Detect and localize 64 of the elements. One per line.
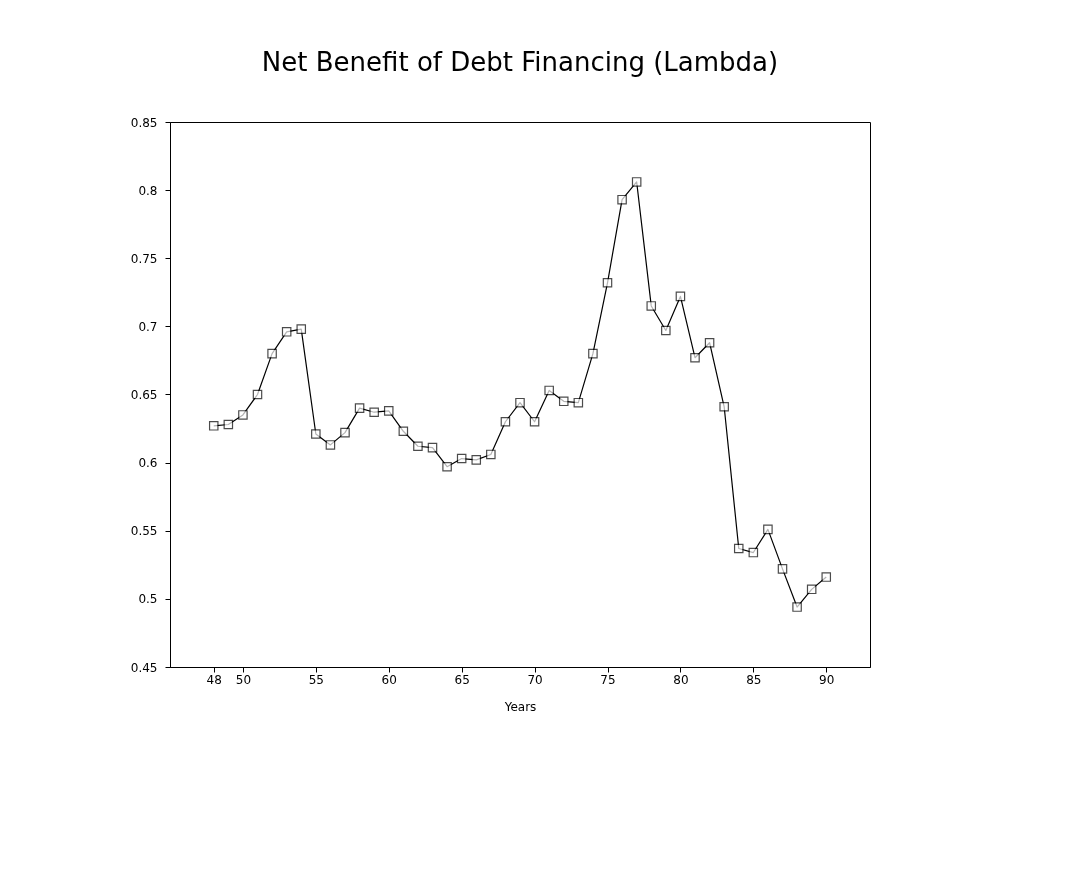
point — [340, 427, 350, 438]
point — [661, 325, 671, 336]
point — [486, 449, 496, 460]
point — [573, 397, 584, 408]
point — [413, 441, 423, 452]
point — [223, 419, 234, 430]
point — [515, 397, 525, 408]
y-tick-label: 0.7 — [138, 319, 158, 334]
point — [398, 426, 409, 437]
point — [442, 461, 452, 472]
point — [617, 194, 627, 205]
y-tick-label: 0.5 — [138, 592, 158, 607]
x-tick-label: 90 — [819, 672, 835, 687]
chart-title: Net Benefit of Debt Financing (Lambda) — [261, 47, 779, 77]
point — [208, 421, 219, 431]
point — [690, 352, 700, 363]
point — [558, 396, 569, 407]
point — [777, 564, 788, 574]
point — [383, 406, 394, 416]
point — [675, 291, 686, 302]
y-tick-label: 0.65 — [130, 388, 158, 402]
point — [748, 547, 759, 558]
point — [427, 442, 438, 453]
point — [588, 348, 598, 359]
y-tick-label: 0.45 — [130, 660, 158, 675]
point — [763, 524, 773, 535]
point — [325, 440, 336, 450]
point — [369, 407, 379, 417]
point — [471, 455, 482, 465]
x-tick-label: 55 — [308, 672, 324, 687]
point — [296, 324, 307, 334]
y-tick-label: 0.55 — [130, 524, 158, 539]
point — [733, 543, 744, 554]
x-axis-title: Years — [503, 699, 537, 714]
point — [456, 453, 467, 464]
point — [821, 572, 832, 582]
point — [602, 277, 613, 288]
point — [806, 584, 817, 595]
point — [631, 177, 642, 187]
x-tick-label: 75 — [600, 672, 616, 687]
point — [281, 327, 292, 337]
point — [719, 401, 729, 412]
point — [238, 410, 248, 420]
point — [354, 403, 365, 413]
point — [500, 416, 511, 427]
y-tick-label: 0.8 — [138, 183, 158, 198]
point — [529, 416, 540, 427]
x-tick-label: 50 — [235, 672, 252, 687]
point — [704, 337, 715, 348]
y-tick-label: 0.6 — [138, 456, 158, 471]
point — [267, 348, 277, 359]
point — [252, 389, 263, 400]
x-tick-label: 60 — [381, 672, 397, 687]
y-tick-label: 0.85 — [130, 115, 158, 130]
point — [646, 301, 657, 311]
point — [544, 385, 554, 396]
x-tick-label: 70 — [527, 672, 543, 687]
y-tick-label: 0.75 — [130, 251, 158, 266]
point — [792, 602, 802, 612]
x-tick-label: 65 — [454, 672, 470, 687]
x-tick-label: 80 — [673, 672, 689, 687]
x-tick-label: 48 — [206, 672, 222, 687]
point — [311, 429, 321, 439]
x-tick-label: 85 — [746, 672, 762, 687]
